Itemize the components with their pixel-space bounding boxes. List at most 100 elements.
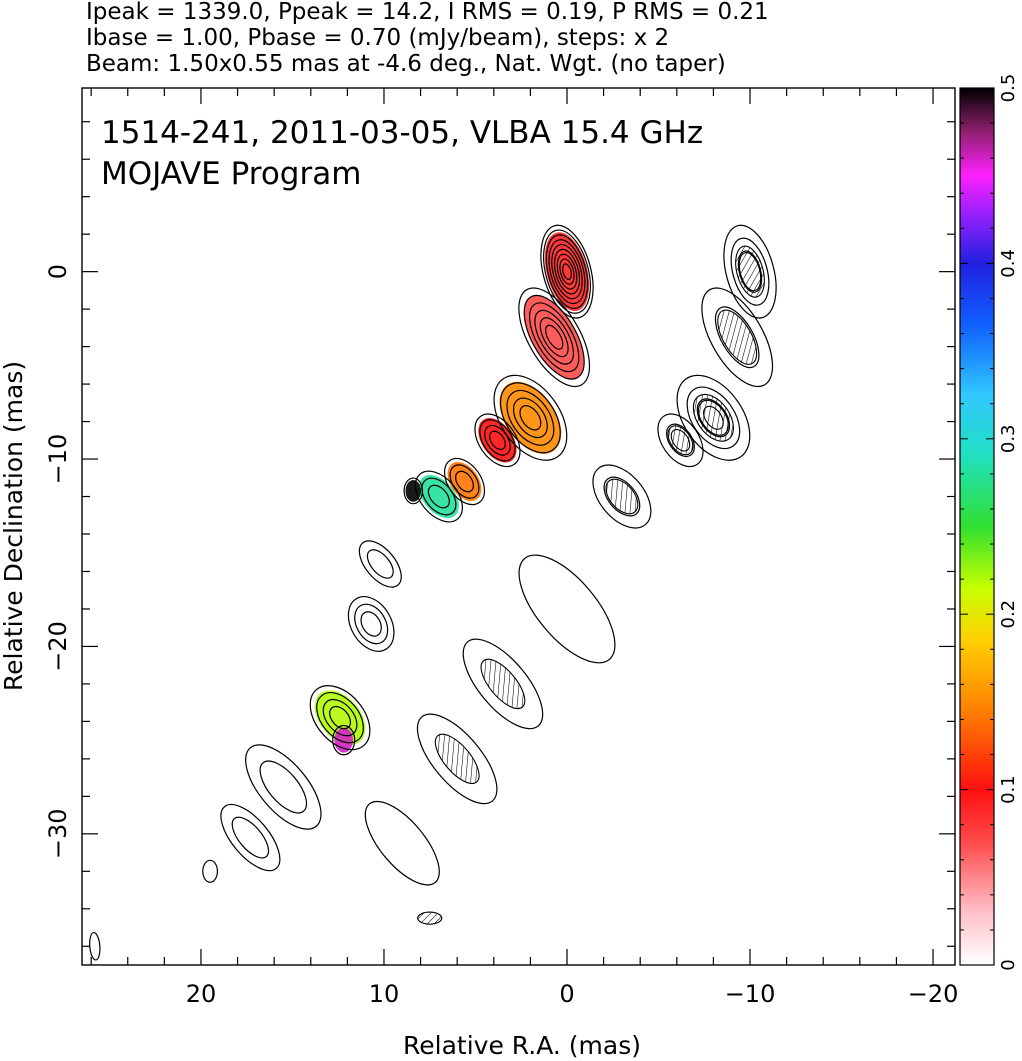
polarized-contour-6-0 [480, 658, 526, 710]
polarized-contour-9-0 [417, 911, 443, 925]
polarized-contour-2-2 [703, 405, 724, 430]
fractional-pol-blob-2 [499, 381, 562, 454]
x-tick-label: 10 [369, 980, 400, 1008]
intensity-contour-0-0 [540, 224, 594, 319]
intensity-contour-3-3 [489, 430, 506, 451]
polarized-contour-7-0 [434, 733, 480, 785]
axis-tick-labels: 20 10 0 −10 −20 0 −10 −20 −30 [44, 264, 958, 1008]
polarized-contour-0-0 [735, 245, 765, 298]
source-label: 1514-241, 2011-03-05, VLBA 15.4 GHz [101, 115, 703, 151]
intensity-contour-2-2 [506, 389, 555, 446]
polarized-contour-2-0 [692, 393, 734, 442]
x-axis-label: Relative R.A. (mas) [403, 1031, 641, 1060]
colorbar [959, 87, 995, 966]
intensity-contour-1-5 [545, 324, 564, 350]
intensity-contour-3-0 [474, 413, 521, 468]
fractional-pol-blob-5 [418, 474, 459, 519]
x-tick-label: 20 [186, 980, 217, 1008]
intensity-contour-0-8 [562, 263, 572, 280]
intensity-contour-11-1 [259, 760, 308, 814]
intensity-contour-0-6 [556, 253, 578, 290]
colorbar-tick-label: 0.4 [998, 249, 1019, 278]
intensity-contour-8-1 [354, 603, 389, 645]
panel2-contour-3-1 [666, 423, 695, 458]
header-line-beam: Beam: 1.50x0.55 mas at -4.6 deg., Nat. W… [86, 51, 726, 77]
intensity-contour-7-1 [366, 549, 394, 579]
intensity-contour-7-0 [358, 540, 402, 588]
intensity-contour-4-1 [449, 464, 480, 499]
colorbar-tick-label: 0.2 [998, 600, 1019, 629]
axis-ticks [82, 88, 955, 965]
panel2-contour-3-0 [657, 413, 704, 468]
intensity-contour-2-1 [499, 382, 561, 454]
intensity-contour-3-1 [479, 419, 516, 462]
y-axis-label: Relative Declination (mas) [0, 361, 28, 691]
header-line-base: Ibase = 1.00, Pbase = 0.70 (mJy/beam), s… [86, 25, 670, 51]
intensity-contour-1-1 [523, 294, 585, 380]
colorbar-tick-label: 0.5 [998, 74, 1019, 103]
panel2-contour-1-1 [714, 306, 760, 369]
intensity-contour-12-1 [231, 816, 270, 859]
intensity-contour-2-4 [519, 405, 542, 431]
panel2-contour-4-1 [603, 476, 641, 517]
plot-frame [81, 87, 956, 966]
panel2-contour-0-1 [730, 237, 770, 306]
colorbar-tick-label: 0.3 [998, 424, 1019, 453]
polarized-contour-1-0 [717, 309, 758, 365]
x-tick-label: −10 [725, 980, 776, 1008]
x-tick-label: 0 [559, 980, 574, 1008]
y-tick-label: −20 [44, 621, 72, 672]
y-tick-label: −30 [44, 808, 72, 859]
intensity-contour-0-5 [553, 248, 581, 295]
polarized-contour-2-1 [697, 399, 729, 436]
beam-shape [89, 931, 101, 961]
colorbar-tick-label: 0.1 [998, 775, 1019, 804]
x-tick-label: −20 [908, 980, 959, 1008]
intensity-contour-10-0 [332, 724, 356, 756]
panel2-contour-1-0 [701, 287, 774, 388]
intensity-contour-0-4 [551, 243, 583, 300]
intensity-contour-12-0 [220, 803, 281, 872]
beam-ellipse [89, 931, 101, 961]
intensity-contours [202, 224, 777, 886]
intensity-contour-1-4 [539, 317, 569, 358]
intensity-contour-1-2 [528, 302, 580, 373]
intensity-contour-11-0 [245, 744, 322, 830]
intensity-contour-13-0 [202, 859, 219, 883]
intensity-contour-1-3 [534, 309, 575, 365]
intensity-contour-0-1 [543, 229, 591, 314]
header-line-intensity: Ipeak = 1339.0, Ppeak = 14.2, I RMS = 0.… [86, 0, 769, 25]
polarized-contour-0-1 [738, 252, 762, 292]
intensity-contour-3-2 [484, 424, 511, 456]
polarized-contour-3-0 [667, 425, 694, 456]
intensity-contour-6-0 [403, 477, 424, 505]
intensity-contour-2-3 [512, 397, 548, 439]
intensity-contour-0-3 [548, 239, 586, 305]
intensity-contour-1-0 [518, 287, 591, 388]
intensity-contour-9-0 [309, 685, 371, 751]
program-label: MOJAVE Program [101, 156, 361, 192]
y-tick-label: 0 [44, 264, 72, 279]
polarized-contour-4-0 [605, 478, 639, 515]
intensity-contour-9-1 [316, 692, 364, 744]
intensity-contour-4-2 [455, 470, 474, 493]
colorbar-ticks: 0 0.1 0.2 0.3 0.4 0.5 [960, 74, 1019, 971]
intensity-contour-8-0 [347, 596, 395, 652]
panel2-contour-7-0 [416, 713, 498, 805]
intensity-contour-8-2 [360, 611, 382, 637]
intensity-contour-0-2 [545, 234, 589, 309]
panel2-contour-5-0 [518, 554, 616, 664]
panel2-contour-6-0 [462, 638, 544, 730]
intensity-contour-0-7 [559, 258, 575, 285]
intensity-contour-5-0 [414, 470, 463, 523]
fractional-pol-blob-4 [447, 461, 482, 502]
polarized-intensity-contours [417, 245, 765, 925]
fractional-pol-blob-1 [524, 295, 585, 380]
panel2-contour-0-0 [723, 224, 777, 319]
panel2-contour-8-0 [364, 800, 440, 886]
colorbar-tick-label: 0 [998, 959, 1019, 970]
intensity-contour-5-1 [421, 477, 457, 516]
intensity-contour-5-2 [427, 484, 450, 509]
fractional-pol-blob-0 [544, 232, 590, 312]
